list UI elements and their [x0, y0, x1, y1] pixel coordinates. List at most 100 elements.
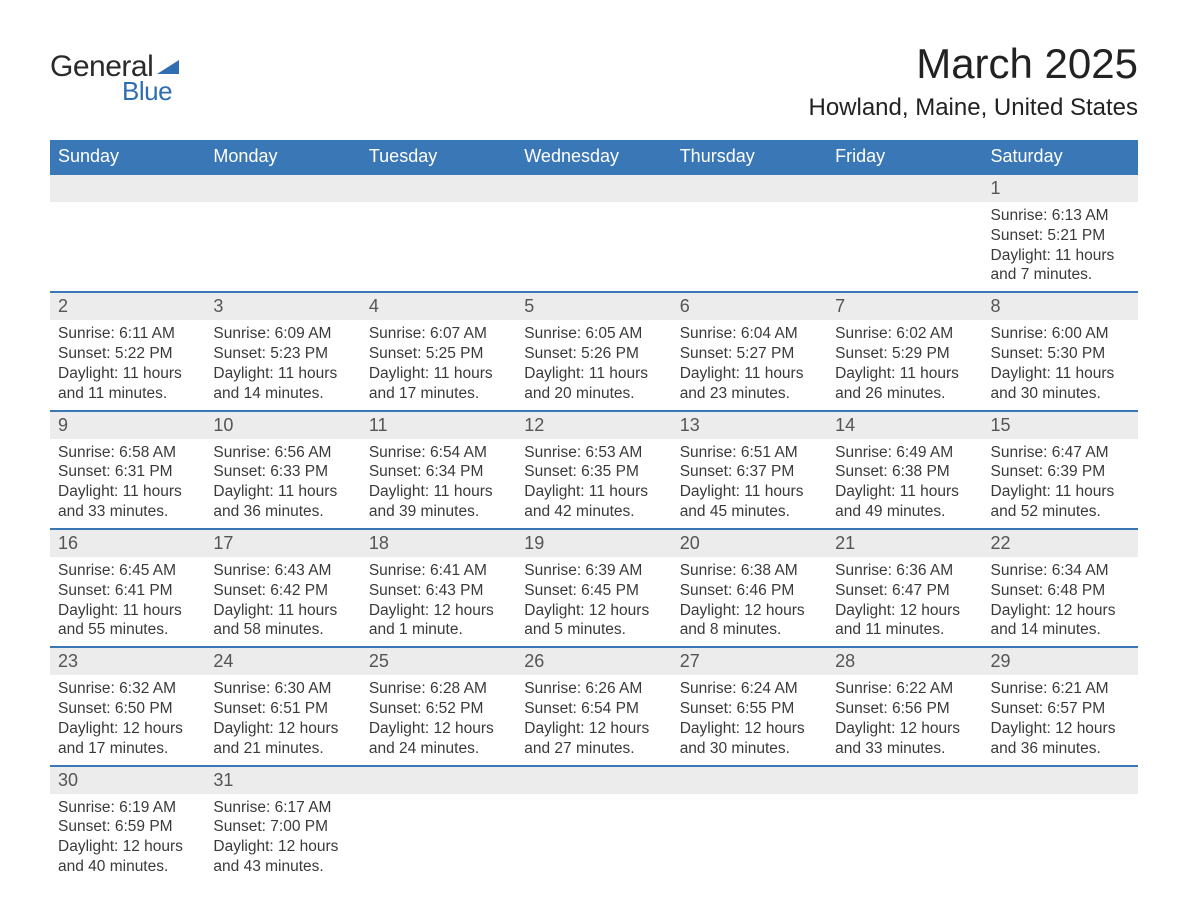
day-number-cell: 21: [827, 529, 982, 557]
day-number: 26: [524, 651, 544, 671]
day-number-row: 3031: [50, 766, 1138, 794]
daylight-text: Daylight: 12 hours and 27 minutes.: [524, 719, 663, 759]
day-data-cell: Sunrise: 6:19 AMSunset: 6:59 PMDaylight:…: [50, 794, 205, 883]
weekday-header-row: Sunday Monday Tuesday Wednesday Thursday…: [50, 140, 1138, 174]
day-number-cell: 26: [516, 647, 671, 675]
day-data-cell: [516, 794, 671, 883]
sunrise-text: Sunrise: 6:53 AM: [524, 443, 663, 463]
daylight-text: Daylight: 11 hours and 45 minutes.: [680, 482, 819, 522]
day-number-cell: 24: [205, 647, 360, 675]
sunrise-text: Sunrise: 6:21 AM: [991, 679, 1130, 699]
daylight-text: Daylight: 12 hours and 43 minutes.: [213, 837, 352, 877]
day-data-cell: Sunrise: 6:04 AMSunset: 5:27 PMDaylight:…: [672, 320, 827, 410]
weekday-header: Wednesday: [516, 140, 671, 174]
daylight-text: Daylight: 11 hours and 23 minutes.: [680, 364, 819, 404]
day-data-cell: [983, 794, 1138, 883]
daylight-text: Daylight: 12 hours and 11 minutes.: [835, 601, 974, 641]
sunrise-text: Sunrise: 6:49 AM: [835, 443, 974, 463]
day-number: 21: [835, 533, 855, 553]
day-number-cell: 16: [50, 529, 205, 557]
sunrise-text: Sunrise: 6:26 AM: [524, 679, 663, 699]
day-data-cell: [827, 794, 982, 883]
day-number-row: 9101112131415: [50, 411, 1138, 439]
day-number-cell: 17: [205, 529, 360, 557]
day-data-cell: [516, 202, 671, 292]
daylight-text: Daylight: 12 hours and 40 minutes.: [58, 837, 197, 877]
day-data-cell: [205, 202, 360, 292]
day-number-cell: [361, 174, 516, 202]
day-number: 20: [680, 533, 700, 553]
day-number-cell: [205, 174, 360, 202]
day-number-cell: [516, 174, 671, 202]
sunset-text: Sunset: 6:57 PM: [991, 699, 1130, 719]
title-block: March 2025 Howland, Maine, United States: [808, 40, 1138, 122]
day-data-cell: Sunrise: 6:56 AMSunset: 6:33 PMDaylight:…: [205, 439, 360, 529]
sunset-text: Sunset: 6:56 PM: [835, 699, 974, 719]
day-number: 11: [369, 415, 388, 435]
daylight-text: Daylight: 11 hours and 11 minutes.: [58, 364, 197, 404]
day-data-cell: Sunrise: 6:34 AMSunset: 6:48 PMDaylight:…: [983, 557, 1138, 647]
sunset-text: Sunset: 5:29 PM: [835, 344, 974, 364]
day-number-cell: 22: [983, 529, 1138, 557]
sunrise-text: Sunrise: 6:38 AM: [680, 561, 819, 581]
location-subtitle: Howland, Maine, United States: [808, 94, 1138, 122]
day-data-cell: Sunrise: 6:45 AMSunset: 6:41 PMDaylight:…: [50, 557, 205, 647]
day-data-cell: Sunrise: 6:54 AMSunset: 6:34 PMDaylight:…: [361, 439, 516, 529]
brand-logo: General Blue: [50, 50, 179, 107]
sunrise-text: Sunrise: 6:13 AM: [991, 206, 1130, 226]
sunrise-text: Sunrise: 6:36 AM: [835, 561, 974, 581]
sunset-text: Sunset: 7:00 PM: [213, 817, 352, 837]
daylight-text: Daylight: 11 hours and 17 minutes.: [369, 364, 508, 404]
day-number-cell: 18: [361, 529, 516, 557]
daylight-text: Daylight: 12 hours and 21 minutes.: [213, 719, 352, 759]
sunrise-text: Sunrise: 6:11 AM: [58, 324, 197, 344]
sunrise-text: Sunrise: 6:56 AM: [213, 443, 352, 463]
sunset-text: Sunset: 5:30 PM: [991, 344, 1130, 364]
day-number: 31: [213, 770, 233, 790]
sunrise-text: Sunrise: 6:04 AM: [680, 324, 819, 344]
sunrise-text: Sunrise: 6:22 AM: [835, 679, 974, 699]
sunset-text: Sunset: 6:50 PM: [58, 699, 197, 719]
day-number-cell: 23: [50, 647, 205, 675]
day-number-cell: 14: [827, 411, 982, 439]
day-data-cell: Sunrise: 6:02 AMSunset: 5:29 PMDaylight:…: [827, 320, 982, 410]
daylight-text: Daylight: 11 hours and 49 minutes.: [835, 482, 974, 522]
sunset-text: Sunset: 6:42 PM: [213, 581, 352, 601]
day-number-cell: 29: [983, 647, 1138, 675]
daylight-text: Daylight: 11 hours and 33 minutes.: [58, 482, 197, 522]
day-number-cell: [827, 174, 982, 202]
day-data-cell: Sunrise: 6:24 AMSunset: 6:55 PMDaylight:…: [672, 675, 827, 765]
sunset-text: Sunset: 6:33 PM: [213, 462, 352, 482]
sunrise-text: Sunrise: 6:34 AM: [991, 561, 1130, 581]
day-number: 24: [213, 651, 233, 671]
day-data-cell: Sunrise: 6:43 AMSunset: 6:42 PMDaylight:…: [205, 557, 360, 647]
day-number-cell: 13: [672, 411, 827, 439]
sunrise-text: Sunrise: 6:17 AM: [213, 798, 352, 818]
sunrise-text: Sunrise: 6:09 AM: [213, 324, 352, 344]
day-number-cell: [983, 766, 1138, 794]
day-number-cell: 12: [516, 411, 671, 439]
day-data-cell: Sunrise: 6:05 AMSunset: 5:26 PMDaylight:…: [516, 320, 671, 410]
day-data-row: Sunrise: 6:13 AMSunset: 5:21 PMDaylight:…: [50, 202, 1138, 292]
day-number: 28: [835, 651, 855, 671]
day-number: 15: [991, 415, 1011, 435]
daylight-text: Daylight: 12 hours and 5 minutes.: [524, 601, 663, 641]
sunrise-text: Sunrise: 6:32 AM: [58, 679, 197, 699]
sunset-text: Sunset: 5:26 PM: [524, 344, 663, 364]
day-number-cell: 1: [983, 174, 1138, 202]
daylight-text: Daylight: 12 hours and 30 minutes.: [680, 719, 819, 759]
day-data-cell: [827, 202, 982, 292]
day-number-cell: 11: [361, 411, 516, 439]
day-number-cell: [672, 766, 827, 794]
day-number-cell: 28: [827, 647, 982, 675]
day-number-cell: [672, 174, 827, 202]
day-number: 6: [680, 296, 690, 316]
sunset-text: Sunset: 6:52 PM: [369, 699, 508, 719]
day-data-cell: [50, 202, 205, 292]
sunrise-text: Sunrise: 6:24 AM: [680, 679, 819, 699]
day-number: 16: [58, 533, 78, 553]
daylight-text: Daylight: 11 hours and 20 minutes.: [524, 364, 663, 404]
sunset-text: Sunset: 6:54 PM: [524, 699, 663, 719]
day-data-cell: Sunrise: 6:49 AMSunset: 6:38 PMDaylight:…: [827, 439, 982, 529]
day-data-row: Sunrise: 6:19 AMSunset: 6:59 PMDaylight:…: [50, 794, 1138, 883]
